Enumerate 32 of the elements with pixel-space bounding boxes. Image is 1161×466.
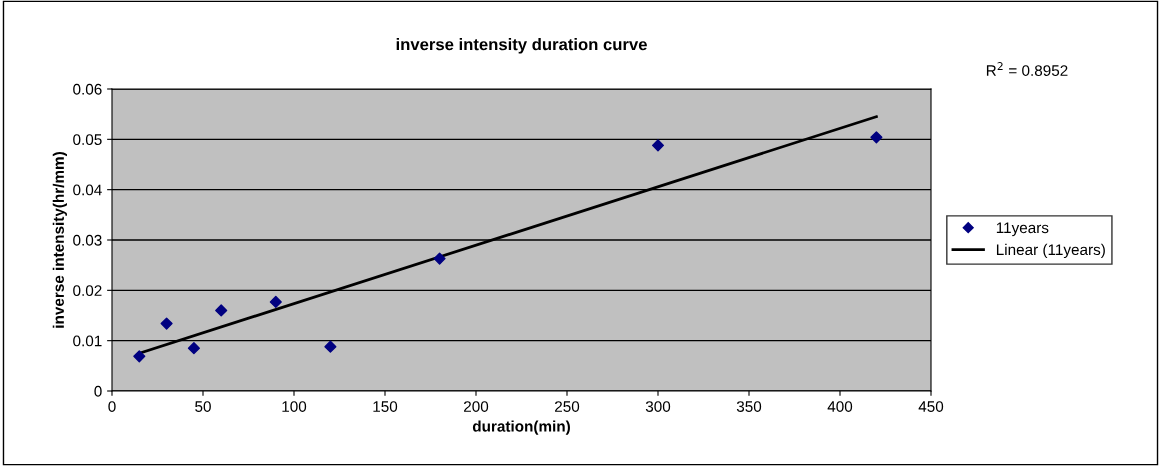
- x-tick-label: 50: [195, 401, 211, 412]
- x-tick-label: 100: [282, 401, 307, 412]
- point: [160, 317, 173, 330]
- point: [133, 350, 146, 363]
- point: [215, 304, 228, 317]
- point: [269, 295, 282, 308]
- x-tick-label: 0: [108, 401, 116, 412]
- y-tick-label: 0.01: [73, 335, 102, 347]
- y-tick-label: 0.04: [73, 184, 102, 196]
- x-tick-label: 300: [645, 401, 671, 412]
- text: R$^{2}$ = 0.8952: [986, 62, 1068, 76]
- point: [187, 342, 200, 355]
- legend-label: 11years: [996, 222, 1049, 237]
- x-tick-label: 200: [464, 401, 489, 412]
- x-tick-label: 400: [827, 401, 853, 412]
- y-axis-title: inverse intensity(hr/mm): [52, 152, 67, 328]
- legend-label: Linear (11years): [996, 243, 1105, 259]
- x-tick-label: 450: [918, 401, 944, 412]
- x-axis-title: duration(min): [472, 420, 570, 435]
- y-tick-label: 0: [94, 385, 102, 397]
- chart-title: inverse intensity duration curve: [396, 38, 647, 54]
- y-tick-label: 0.06: [73, 83, 102, 95]
- y-tick-label: 0.05: [73, 134, 102, 146]
- point: [870, 131, 883, 144]
- point: [433, 252, 446, 265]
- y-tick-label: 0.02: [73, 285, 102, 297]
- point: [651, 139, 665, 152]
- point: [324, 340, 337, 353]
- x-tick-label: 150: [373, 401, 398, 412]
- x-tick-label: 250: [555, 401, 580, 412]
- x-tick-label: 350: [736, 401, 762, 412]
- y-tick-label: 0.03: [73, 234, 102, 246]
